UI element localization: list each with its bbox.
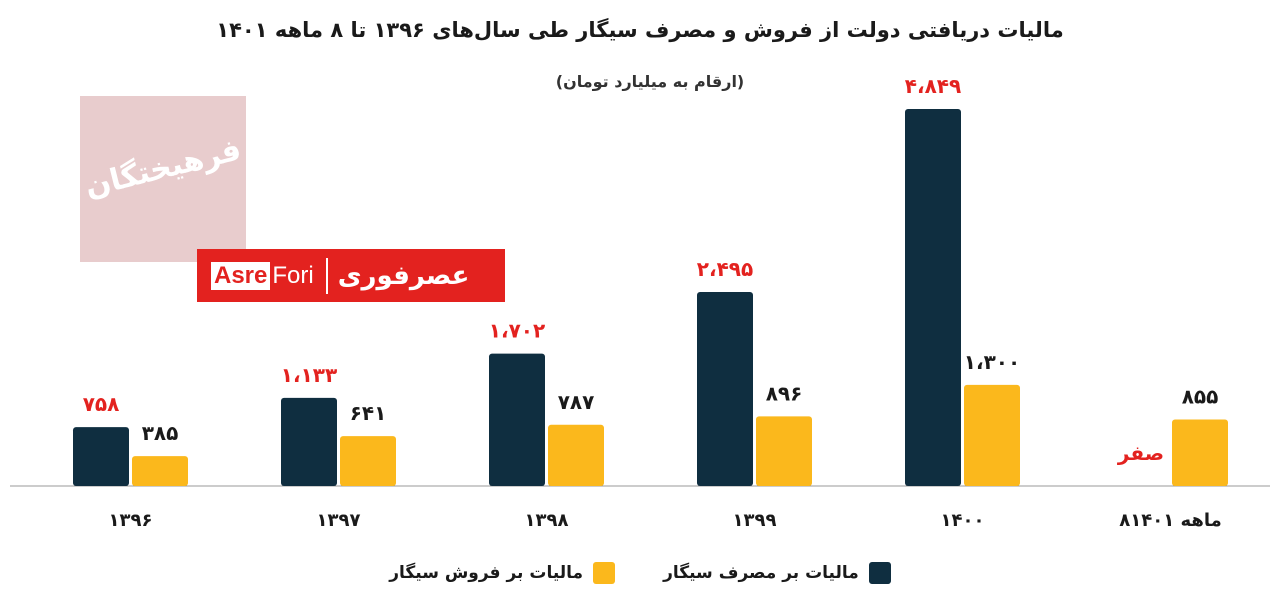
- bar-consumption: [281, 397, 337, 486]
- legend: مالیات بر مصرف سیگار مالیات بر فروش سیگا…: [0, 562, 1280, 584]
- bar-sales: [340, 436, 396, 486]
- x-tick-label: ۱۴۰۰: [941, 510, 985, 531]
- bar-sales: [964, 384, 1020, 486]
- logo-latin-part1: Asre: [211, 261, 271, 290]
- data-label-consumption: ۱،۱۳۳: [281, 363, 337, 387]
- bar-consumption: [905, 109, 961, 486]
- logo-persian: عصرفوری: [337, 260, 470, 291]
- bar-sales: [548, 424, 604, 486]
- bar-consumption: [73, 427, 129, 486]
- data-label-sales: ۶۴۱: [350, 401, 387, 425]
- legend-item-consumption: مالیات بر مصرف سیگار: [663, 562, 891, 584]
- chart-subtitle: (ارقام به میلیارد تومان): [555, 72, 745, 91]
- legend-label-consumption: مالیات بر مصرف سیگار: [663, 563, 859, 583]
- data-label-sales: ۷۸۷: [558, 390, 595, 414]
- data-label-consumption: ۷۵۸: [83, 392, 120, 416]
- watermark: فرهیختگان: [80, 96, 246, 262]
- data-label-sales: ۸۵۵: [1182, 385, 1219, 409]
- legend-item-sales: مالیات بر فروش سیگار: [389, 562, 616, 584]
- data-label-consumption: ۲،۴۹۵: [697, 257, 753, 281]
- legend-swatch-consumption: [868, 562, 891, 584]
- data-label-sales: ۱،۳۰۰: [964, 350, 1020, 374]
- x-tick-label: ۸ماهه ۱۴۰۱: [1119, 510, 1222, 531]
- logo-latin-part2: Fori: [272, 261, 314, 289]
- bar-sales: [756, 416, 812, 486]
- x-tick-label: ۱۳۹۸: [525, 510, 569, 531]
- bar-consumption: [697, 292, 753, 486]
- bar-consumption: [489, 353, 545, 486]
- data-label-consumption: ۱،۷۰۲: [489, 319, 545, 343]
- asrefori-logo: Asre Fori عصرفوری: [197, 249, 505, 302]
- logo-latin: Asre Fori: [209, 261, 314, 290]
- x-tick-label: ۱۳۹۷: [317, 510, 361, 531]
- data-label-consumption: صفر: [1117, 441, 1164, 465]
- bar-sales: [132, 456, 188, 486]
- chart-title: مالیات دریافتی دولت از فروش و مصرف سیگار…: [216, 18, 1064, 42]
- logo-separator: [325, 257, 328, 294]
- legend-label-sales: مالیات بر فروش سیگار: [389, 563, 584, 583]
- legend-swatch-sales: [593, 562, 616, 584]
- data-label-sales: ۳۸۵: [142, 421, 179, 445]
- data-label-sales: ۸۹۶: [766, 381, 803, 405]
- data-label-consumption: ۴،۸۴۹: [905, 74, 961, 98]
- x-tick-label: ۱۳۹۹: [733, 510, 777, 531]
- bar-sales: [1172, 419, 1228, 486]
- x-tick-label: ۱۳۹۶: [109, 510, 153, 531]
